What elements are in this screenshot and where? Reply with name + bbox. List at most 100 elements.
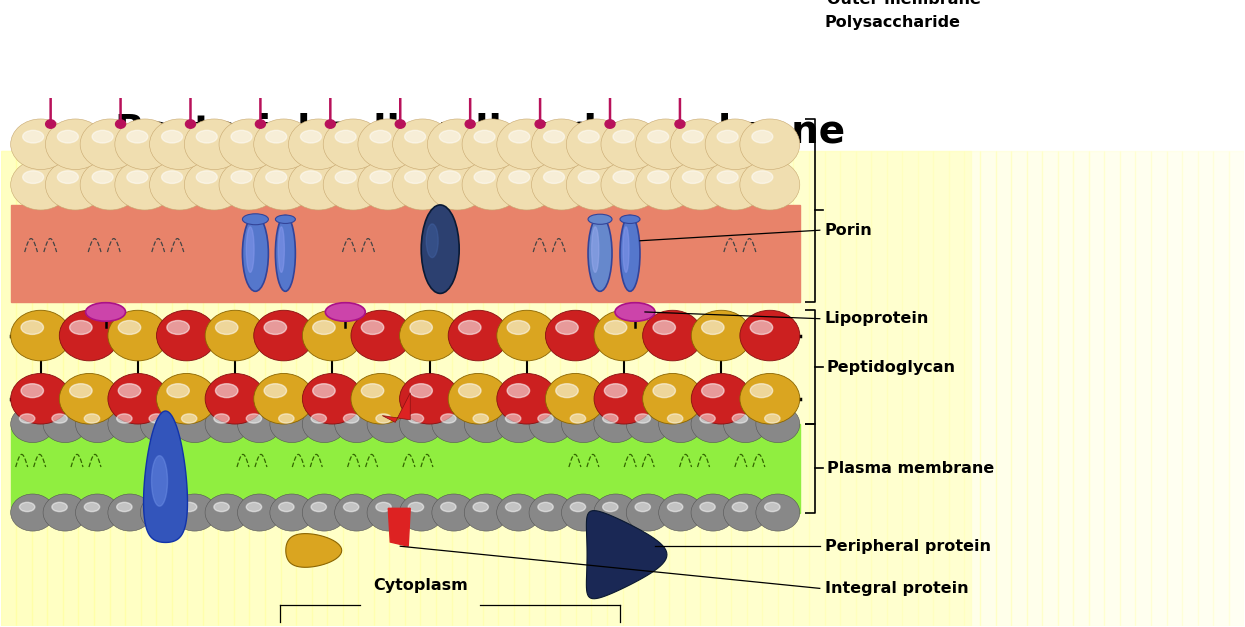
- Circle shape: [740, 374, 799, 424]
- Ellipse shape: [85, 502, 100, 512]
- Polygon shape: [286, 534, 341, 567]
- Ellipse shape: [279, 502, 294, 512]
- Circle shape: [392, 159, 453, 210]
- Ellipse shape: [265, 130, 286, 143]
- Ellipse shape: [615, 303, 655, 321]
- Circle shape: [400, 494, 443, 531]
- Ellipse shape: [214, 414, 229, 423]
- Circle shape: [642, 310, 702, 361]
- Circle shape: [289, 119, 349, 169]
- Text: Polysaccharide: Polysaccharide: [824, 16, 961, 30]
- Circle shape: [392, 119, 453, 169]
- Ellipse shape: [603, 502, 618, 512]
- Ellipse shape: [570, 502, 585, 512]
- Circle shape: [535, 120, 545, 129]
- Circle shape: [238, 494, 281, 531]
- Ellipse shape: [247, 227, 254, 272]
- Ellipse shape: [117, 502, 132, 512]
- Bar: [421, 150, 436, 626]
- Bar: [203, 150, 218, 626]
- Bar: [1027, 150, 1042, 626]
- Circle shape: [173, 494, 217, 531]
- Ellipse shape: [544, 130, 564, 143]
- Bar: [872, 150, 886, 626]
- Ellipse shape: [92, 171, 113, 184]
- Circle shape: [184, 159, 244, 210]
- Circle shape: [605, 120, 615, 129]
- Ellipse shape: [507, 384, 529, 398]
- Circle shape: [108, 310, 168, 361]
- Bar: [296, 150, 311, 626]
- Ellipse shape: [117, 414, 132, 423]
- Ellipse shape: [441, 502, 456, 512]
- Bar: [1135, 150, 1152, 626]
- Ellipse shape: [667, 414, 682, 423]
- Circle shape: [464, 494, 508, 531]
- Circle shape: [670, 159, 731, 210]
- Ellipse shape: [410, 320, 432, 334]
- Ellipse shape: [162, 130, 183, 143]
- Ellipse shape: [344, 414, 359, 423]
- Ellipse shape: [505, 502, 520, 512]
- Bar: [110, 150, 124, 626]
- Ellipse shape: [167, 320, 189, 334]
- Ellipse shape: [57, 130, 78, 143]
- Bar: [1104, 150, 1120, 626]
- Circle shape: [255, 120, 265, 129]
- Bar: [778, 150, 793, 626]
- Bar: [622, 150, 637, 626]
- Bar: [1, 150, 16, 626]
- Bar: [886, 150, 903, 626]
- Circle shape: [108, 406, 152, 443]
- Bar: [467, 150, 483, 626]
- Circle shape: [11, 374, 71, 424]
- Ellipse shape: [264, 320, 286, 334]
- Circle shape: [141, 494, 184, 531]
- Circle shape: [115, 159, 174, 210]
- Bar: [1167, 150, 1182, 626]
- Ellipse shape: [652, 320, 676, 334]
- Ellipse shape: [52, 502, 67, 512]
- Ellipse shape: [473, 502, 488, 512]
- Circle shape: [594, 494, 637, 531]
- Ellipse shape: [509, 130, 530, 143]
- Ellipse shape: [441, 414, 456, 423]
- Bar: [545, 150, 560, 626]
- Ellipse shape: [162, 171, 183, 184]
- Bar: [63, 150, 78, 626]
- Ellipse shape: [312, 384, 335, 398]
- Ellipse shape: [538, 502, 553, 512]
- Bar: [172, 150, 187, 626]
- Ellipse shape: [591, 227, 599, 272]
- Text: Integral protein: Integral protein: [824, 581, 969, 596]
- Circle shape: [289, 159, 349, 210]
- Circle shape: [351, 310, 411, 361]
- Ellipse shape: [182, 414, 197, 423]
- Bar: [840, 150, 855, 626]
- Circle shape: [466, 120, 476, 129]
- Ellipse shape: [732, 502, 748, 512]
- Bar: [1058, 150, 1073, 626]
- Ellipse shape: [717, 130, 738, 143]
- Text: Cytoplasm: Cytoplasm: [372, 578, 468, 593]
- Ellipse shape: [197, 130, 218, 143]
- Circle shape: [254, 310, 314, 361]
- Circle shape: [756, 494, 799, 531]
- Ellipse shape: [376, 502, 391, 512]
- Ellipse shape: [426, 224, 438, 258]
- Circle shape: [532, 159, 591, 210]
- Text: Porin: Porin: [824, 223, 873, 238]
- Circle shape: [691, 406, 735, 443]
- Circle shape: [691, 494, 735, 531]
- Bar: [747, 150, 762, 626]
- Bar: [669, 150, 685, 626]
- Ellipse shape: [20, 502, 35, 512]
- Ellipse shape: [408, 414, 423, 423]
- Bar: [47, 150, 63, 626]
- Circle shape: [44, 406, 87, 443]
- Bar: [11, 205, 799, 302]
- Ellipse shape: [544, 171, 564, 184]
- Bar: [700, 150, 716, 626]
- Ellipse shape: [279, 414, 294, 423]
- Ellipse shape: [279, 227, 284, 272]
